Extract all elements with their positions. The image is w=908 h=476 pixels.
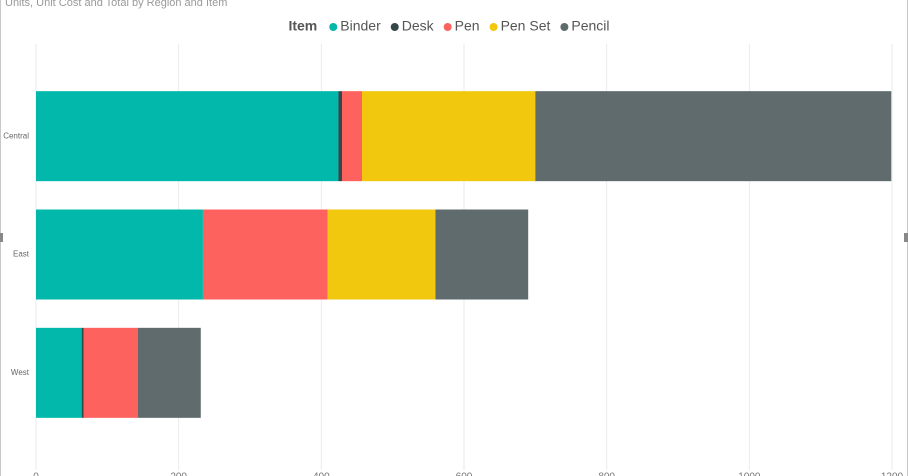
legend-swatch — [329, 23, 338, 31]
bar-segment — [36, 327, 82, 418]
y-tick-label: Central — [3, 131, 29, 140]
x-tick-label: 800 — [598, 472, 615, 476]
legend-swatch — [489, 23, 498, 31]
x-tick-label: 1000 — [738, 472, 761, 476]
bar-segment — [361, 91, 536, 182]
bar-segment — [327, 209, 436, 300]
legend-label: Pencil — [571, 18, 609, 34]
bar-segment — [138, 327, 201, 418]
legend-title: Item — [288, 18, 317, 34]
bar-segment — [83, 327, 139, 418]
resize-handle[interactable] — [904, 233, 908, 242]
resize-handle[interactable] — [0, 233, 3, 242]
y-tick-label: West — [11, 368, 30, 377]
bar-segment — [36, 209, 203, 300]
bar-segment — [342, 91, 362, 182]
bar-segment — [338, 91, 343, 182]
x-tick-label: 400 — [313, 472, 330, 476]
legend-swatch — [390, 23, 399, 31]
legend-label: Pen — [455, 18, 480, 34]
legend: Item Binder Desk Pen Pen Set Pencil — [288, 18, 609, 34]
bar-segment — [36, 91, 339, 182]
x-tick-label: 200 — [170, 472, 187, 476]
bar-segment — [202, 209, 328, 300]
chart-title: Units, Unit Cost and Total by Region and… — [5, 0, 227, 9]
legend-label: Binder — [340, 18, 381, 34]
legend-label: Desk — [402, 18, 435, 34]
bar-segment — [535, 91, 892, 182]
legend-label: Pen Set — [501, 18, 551, 34]
x-tick-label: 1200 — [881, 472, 904, 476]
x-tick-label: 600 — [456, 472, 473, 476]
bar-segment — [81, 327, 84, 418]
legend-swatch — [560, 23, 569, 31]
y-tick-label: East — [13, 250, 30, 259]
legend-swatch — [443, 23, 452, 31]
bar-segment — [435, 209, 529, 300]
x-tick-label: 0 — [33, 472, 39, 476]
